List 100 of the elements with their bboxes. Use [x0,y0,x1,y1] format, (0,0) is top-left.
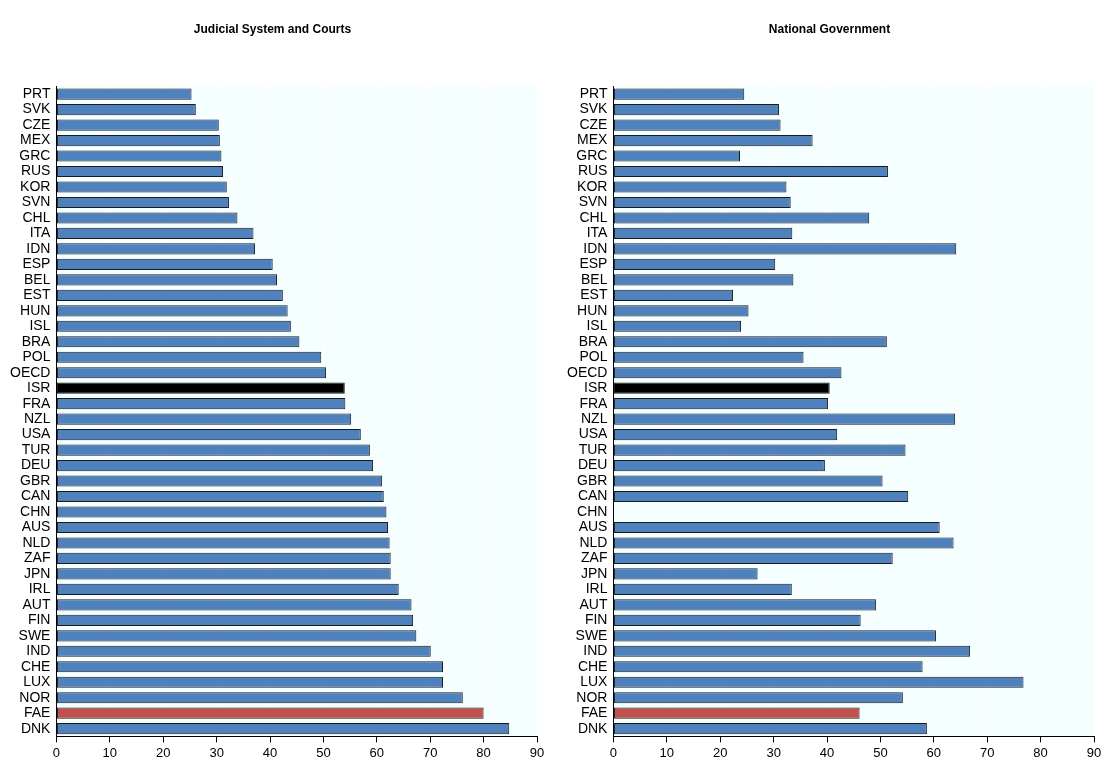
y-tick-label: OECD [10,363,51,380]
y-tick-label: ISR [584,379,608,396]
y-tick-label: NLD [579,533,608,550]
y-tick-label: IND [26,642,51,659]
x-tick-label: 0 [52,744,61,760]
y-tick-label: GBR [577,471,608,488]
y-tick-label: ITA [29,224,52,241]
y-tick-label: GRC [19,146,51,163]
y-tick-label: CHE [577,657,608,674]
x-tick-label: 30 [209,744,224,760]
y-tick-label: NZL [581,410,608,426]
y-tick-label: AUS [21,518,51,535]
y-tick-label: EST [23,286,51,303]
y-tick-label: NLD [22,533,51,550]
x-tick-label: 50 [316,744,331,760]
y-tick-label: ZAF [581,549,608,566]
y-tick-label: CHE [20,657,51,674]
y-tick-label: AUT [22,595,51,612]
y-tick-label: JPN [581,564,608,581]
y-tick-label: FIN [584,611,608,628]
y-tick-label: GBR [20,471,51,488]
x-tick-label: 90 [529,744,545,760]
y-tick-label: ITA [586,224,609,241]
y-tick-label: RUS [20,162,51,179]
y-tick-label: HUN [20,301,51,318]
y-tick-label: SWE [575,626,608,643]
x-tick-label: 40 [262,744,278,760]
x-tick-label: 10 [659,744,675,760]
x-tick-label: 50 [873,744,888,760]
y-tick-label: ZAF [24,549,51,566]
y-tick-label: USA [21,425,52,442]
y-tick-label: LUX [580,673,609,690]
y-tick-label: IRL [28,580,51,597]
y-tick-label: BEL [23,270,51,287]
x-tick-label: 70 [422,744,438,760]
x-tick-label: 20 [713,744,728,760]
y-tick-label: EST [580,286,608,303]
y-tick-label: BRA [21,332,52,349]
y-tick-label: PRT [22,85,51,101]
y-tick-label: SVK [22,100,52,117]
chart-title: National Government [768,21,891,36]
y-tick-label: FAE [580,704,608,721]
y-tick-label: IDN [26,239,51,256]
y-tick-label: JPN [24,564,51,581]
y-tick-label: DEU [577,456,608,473]
y-tick-label: CAN [577,487,608,504]
x-tick-label: 60 [369,744,385,760]
y-tick-label: RUS [577,162,608,179]
y-tick-label: SVN [21,193,51,210]
x-tick-label: 20 [156,744,171,760]
y-tick-label: FRA [22,394,52,411]
y-tick-label: ISL [586,317,608,334]
y-tick-label: CAN [20,487,51,504]
y-tick-label: TUR [578,440,608,457]
y-tick-label: NZL [24,410,51,426]
y-tick-label: IND [583,642,608,659]
y-tick-label: IDN [583,239,608,256]
y-tick-label: SVK [579,100,609,117]
y-tick-label: TUR [21,440,51,457]
y-tick-label: PRT [579,85,608,101]
y-tick-label: SWE [18,626,51,643]
x-tick-label: 70 [979,744,995,760]
y-tick-label: DNK [20,719,52,736]
y-tick-label: FIN [27,611,51,628]
y-tick-label: CHN [20,502,51,519]
y-tick-label: CHL [22,208,51,225]
chart-title: Judicial System and Courts [193,21,352,36]
y-tick-label: AUS [578,518,608,535]
y-tick-label: POL [22,348,51,365]
x-tick-label: 60 [926,744,942,760]
y-tick-label: FAE [23,704,51,721]
y-tick-label: SVN [578,193,608,210]
x-tick-label: 40 [819,744,835,760]
y-tick-label: BRA [578,332,609,349]
y-tick-label: ESP [579,255,608,272]
y-tick-label: CHN [577,502,608,519]
x-tick-label: 0 [609,744,618,760]
y-tick-label: POL [579,348,608,365]
y-tick-label: DEU [20,456,51,473]
y-tick-label: LUX [23,673,52,690]
y-tick-label: ESP [22,255,51,272]
y-tick-label: ISL [29,317,51,334]
y-tick-label: ISR [27,379,51,396]
y-tick-label: BEL [580,270,608,287]
x-tick-label: 30 [766,744,781,760]
y-tick-label: CZE [22,115,51,132]
y-tick-label: OECD [567,363,608,380]
y-tick-label: NOR [576,688,608,705]
y-tick-label: CHL [579,208,608,225]
y-tick-label: KOR [20,177,51,194]
y-tick-label: NOR [19,688,51,705]
y-tick-label: USA [578,425,609,442]
y-tick-label: FRA [579,394,609,411]
y-tick-label: CZE [579,115,608,132]
x-tick-label: 80 [1033,744,1048,760]
x-tick-label: 90 [1086,744,1102,760]
y-tick-label: HUN [577,301,608,318]
y-tick-label: IRL [585,580,608,597]
y-tick-label: AUT [579,595,608,612]
y-tick-label: MEX [577,131,609,148]
